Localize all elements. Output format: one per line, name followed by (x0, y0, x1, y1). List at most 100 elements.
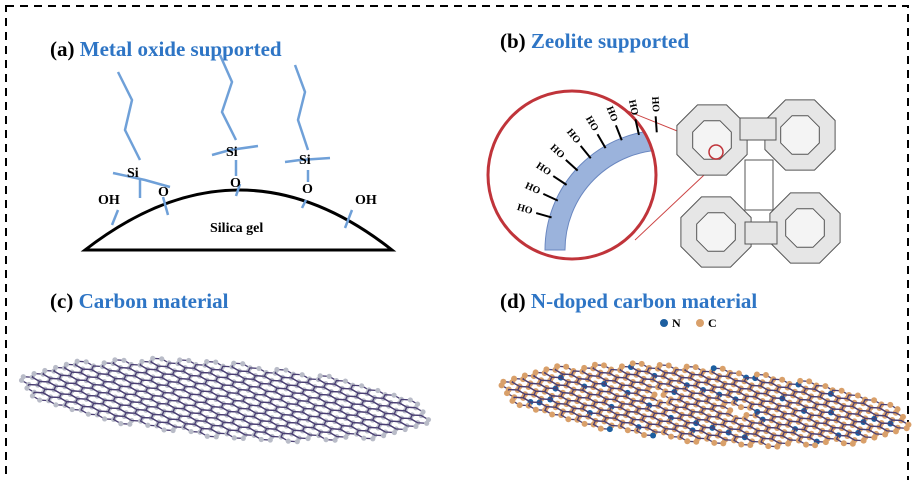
hydroxyl-bond (579, 145, 592, 159)
atom (24, 385, 30, 391)
atom (618, 363, 625, 370)
cage-window (739, 117, 777, 141)
hydroxyl-label: HO (564, 127, 582, 146)
atom (118, 421, 124, 427)
atom (860, 437, 867, 444)
atom (849, 440, 856, 447)
atom (665, 362, 672, 369)
atom (285, 438, 291, 444)
hydroxyl-label: HO (649, 96, 661, 113)
atom (53, 402, 59, 408)
atom (323, 437, 329, 443)
atom (305, 435, 311, 442)
atom (240, 361, 246, 367)
atom-label: OH (355, 193, 377, 208)
hydroxyl-bond (535, 212, 552, 219)
atom (413, 423, 419, 429)
atom (317, 373, 323, 379)
atom (624, 427, 631, 434)
atom (549, 411, 556, 418)
atom (565, 416, 572, 423)
atom (738, 441, 745, 448)
hydroxyl-label: HO (523, 180, 542, 197)
atom (256, 365, 262, 372)
atom (326, 373, 332, 379)
atom (693, 438, 700, 445)
atom (719, 365, 726, 372)
panel-name: Metal oxide supported (80, 37, 282, 61)
panel-title: (a) Metal oxide supported (50, 37, 282, 61)
atom (101, 360, 107, 366)
atom (231, 360, 237, 366)
atom (53, 364, 59, 371)
dashed-border (5, 5, 909, 480)
atom (240, 435, 246, 442)
atom (177, 357, 183, 363)
atom (504, 390, 510, 397)
panel-title: (b) Zeolite supported (500, 29, 689, 53)
atom (710, 365, 717, 372)
atom (121, 357, 127, 363)
atom (692, 364, 699, 371)
hydroxyl-label: HO (583, 114, 600, 133)
atom (188, 428, 194, 435)
atom (892, 428, 899, 435)
atom (532, 369, 539, 376)
cage-face (692, 120, 732, 160)
hydroxyl-bond (542, 192, 559, 202)
atom (213, 434, 219, 440)
atom (774, 443, 781, 450)
hydroxyl-label: HO (548, 142, 567, 161)
atom (83, 359, 89, 365)
atom (600, 362, 607, 369)
atom (747, 442, 754, 449)
atom (762, 372, 769, 379)
atom-label: O (302, 182, 313, 197)
atom (186, 357, 192, 364)
hydroxyl-label: HO (534, 160, 553, 178)
atom-label: Si (226, 145, 238, 160)
atom (500, 378, 507, 385)
legend-dot (660, 319, 668, 327)
atom (139, 358, 145, 365)
atom (511, 375, 518, 382)
panel-letter: (d) (500, 289, 526, 313)
panel-title: (d) N-doped carbon material (500, 289, 757, 313)
panel-letter: (b) (500, 29, 526, 53)
panel-title: (c) Carbon material (50, 289, 229, 313)
atom (738, 404, 744, 411)
atom (258, 436, 264, 443)
silica-diagram: Si Si Si O O O OH OH Silica gel (80, 54, 397, 252)
atom-label: OH (98, 193, 120, 208)
atom (267, 437, 273, 443)
atom (516, 402, 523, 409)
atom (591, 361, 598, 368)
atom (882, 431, 889, 438)
atom-label: Si (127, 166, 139, 181)
atom (581, 364, 588, 371)
atom (660, 392, 667, 399)
atom (812, 442, 819, 449)
atom (283, 367, 289, 373)
atom (638, 360, 645, 367)
hydroxyl-label: HO (604, 105, 620, 124)
atom (606, 426, 613, 433)
atom (765, 443, 772, 450)
legend-label: C (708, 316, 717, 330)
atom (656, 361, 663, 368)
atom (785, 440, 792, 447)
atom (743, 411, 750, 418)
atom (332, 437, 338, 443)
atom (563, 363, 570, 370)
atom (391, 429, 397, 436)
material-label: Silica gel (210, 221, 263, 236)
atom (402, 426, 408, 433)
atom (375, 387, 381, 394)
cage-face (785, 208, 825, 248)
atom (629, 360, 636, 367)
atom (127, 421, 133, 427)
atom-label: O (158, 185, 169, 200)
panel-name: Zeolite supported (531, 29, 689, 53)
atom-label: Si (299, 153, 311, 168)
